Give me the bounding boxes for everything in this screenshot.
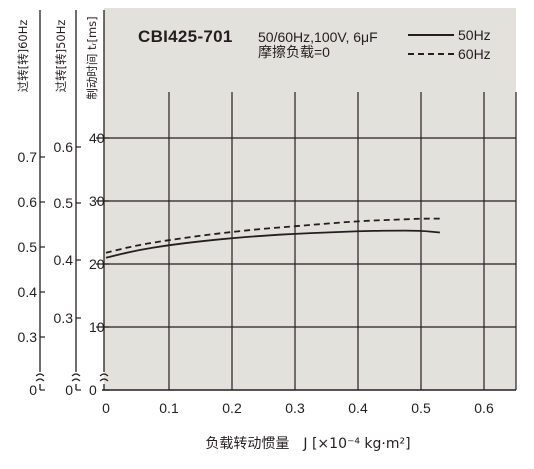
axis-label-braking-time: 制动时间 tᵣ[ms] xyxy=(85,16,99,99)
grid xyxy=(96,92,517,390)
y-tick-label: 0.4 xyxy=(18,284,38,300)
condition-voltage: 50/60Hz,100V, 6μF xyxy=(258,29,378,45)
condition-load: 摩擦负载=0 xyxy=(258,44,330,60)
legend-label-60hz: 60Hz xyxy=(458,46,491,62)
y-tick-label: 40 xyxy=(89,130,105,146)
axes: 0 0.1 0.2 0.3 0.4 0.5 0.6 0 0.3 0.4 0.5 0.6 0.7 0 0.3 0… xyxy=(18,10,516,416)
x-tick-label: 0.1 xyxy=(159,400,179,416)
y-tick-label: 0.5 xyxy=(54,195,74,211)
plot-area xyxy=(104,8,516,390)
x-tick-label: 0 xyxy=(102,400,110,416)
y-tick-label: 0.6 xyxy=(18,194,38,210)
axis-break-mark xyxy=(35,373,45,382)
axis-break-mark xyxy=(99,373,109,382)
x-tick-label: 0.3 xyxy=(285,400,305,416)
x-axis-label: 负载转动惯量 J [×10⁻⁴ kg·m²] xyxy=(205,435,410,452)
y-tick-label: 20 xyxy=(89,256,105,272)
x-tick-label: 0.4 xyxy=(348,400,368,416)
y-tick-label: 0 xyxy=(89,382,97,398)
y-tick-label: 0.5 xyxy=(18,239,38,255)
chart-title: CBI425-701 xyxy=(138,27,233,46)
legend-label-50hz: 50Hz xyxy=(458,27,491,43)
x-tick-label: 0.6 xyxy=(474,400,494,416)
axis-break-mark xyxy=(71,373,81,382)
y-tick-label: 0 xyxy=(29,382,37,398)
y-tick-label: 10 xyxy=(89,319,105,335)
x-tick-label: 0.5 xyxy=(411,400,431,416)
legend: 50Hz 60Hz xyxy=(408,27,491,62)
y-tick-label: 30 xyxy=(89,193,105,209)
y-tick-label: 0 xyxy=(65,382,73,398)
y-tick-label: 0.3 xyxy=(54,310,74,326)
y-tick-label: 0.7 xyxy=(18,149,38,165)
x-tick-label: 0.2 xyxy=(222,400,242,416)
axis-label-overrun-50hz: 过转[转]50Hz xyxy=(54,20,68,93)
series-line-50hz xyxy=(105,229,440,259)
y-tick-label: 0.4 xyxy=(54,252,74,268)
y-tick-label: 0.6 xyxy=(54,139,74,155)
series-line-60hz xyxy=(105,217,440,254)
axis-label-overrun-60hz: 过转[转]60Hz xyxy=(16,20,30,93)
series-group xyxy=(105,217,440,259)
y-tick-label: 0.3 xyxy=(18,329,38,345)
